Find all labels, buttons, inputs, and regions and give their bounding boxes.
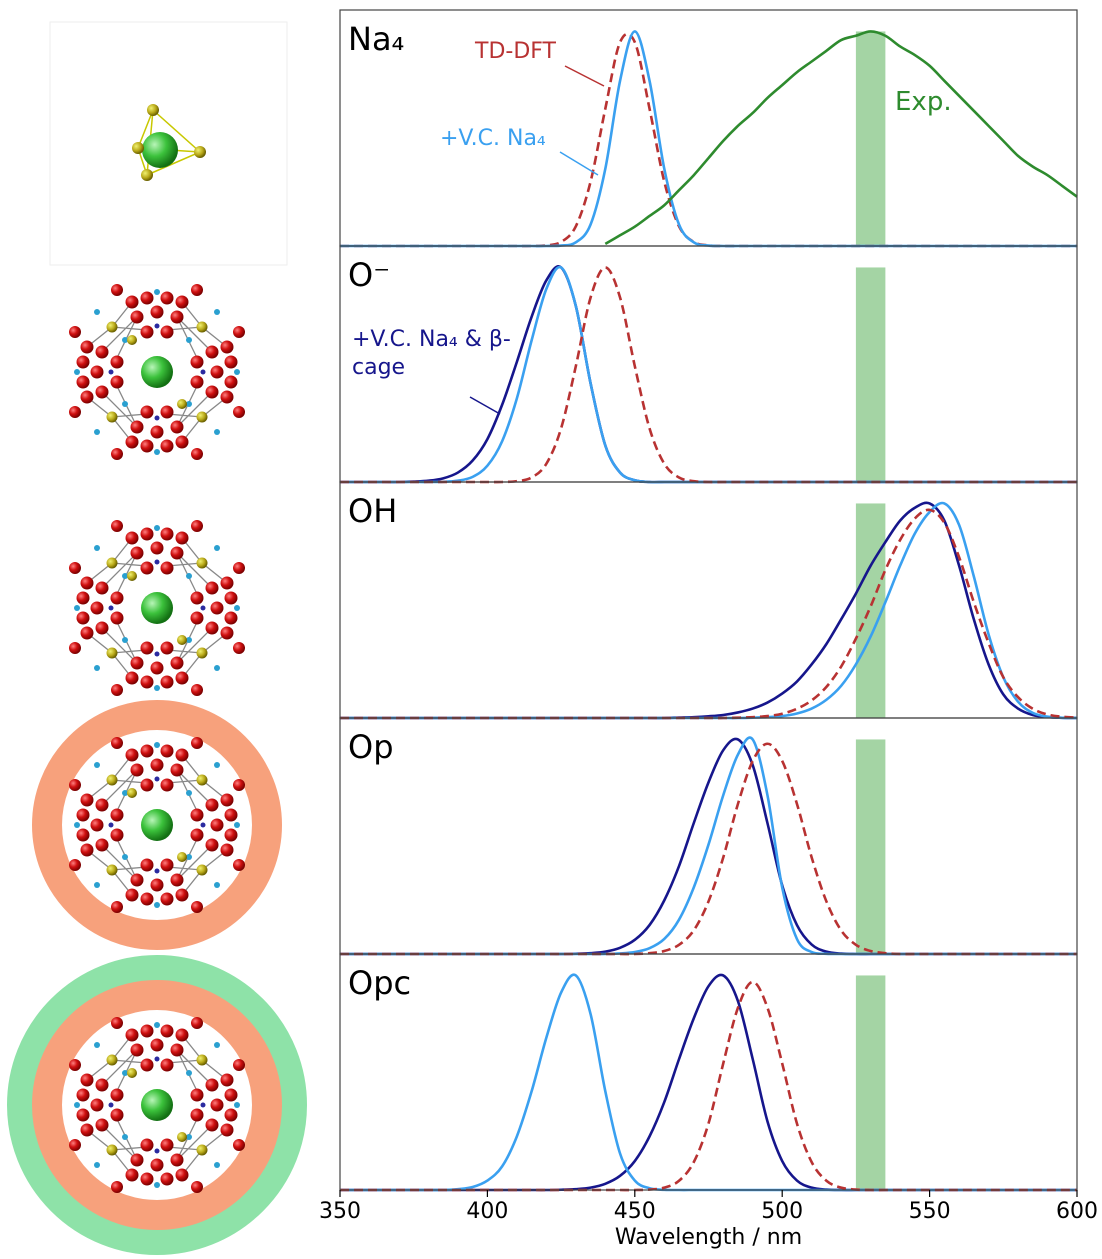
highlight-band xyxy=(856,31,885,246)
highlight-band xyxy=(856,739,885,954)
x-tick-label: 450 xyxy=(614,1199,656,1224)
spectra: Na₄ O⁻ OH Op Opc 350 400 450 500 550 600 Wavelength… xyxy=(319,10,1098,1250)
panel-title: O⁻ xyxy=(348,256,390,294)
spectrum-line xyxy=(340,510,1077,718)
o-minus-structure xyxy=(69,284,245,460)
spectrum-line xyxy=(340,503,1077,718)
panel-title: Na₄ xyxy=(348,20,404,58)
opc-structure xyxy=(20,968,294,1242)
oh-structure xyxy=(69,520,245,696)
series-annotation: Exp. xyxy=(895,87,952,117)
x-axis-label: Wavelength / nm xyxy=(615,1225,802,1250)
spectrum-line xyxy=(340,982,1077,1190)
panel-frame xyxy=(340,954,1077,1190)
series-annotation: TD-DFT xyxy=(474,39,557,64)
spectrum-line xyxy=(340,503,1077,718)
annotation-pointer xyxy=(565,66,604,86)
panel-title: Op xyxy=(348,728,394,766)
x-tick-label: 550 xyxy=(909,1199,951,1224)
spectrum-line xyxy=(340,975,1077,1190)
spectrum-line xyxy=(340,975,1077,1190)
spectrum-line xyxy=(340,738,1077,955)
x-tick-label: 500 xyxy=(761,1199,803,1224)
series-annotation: +V.C. Na₄ & β-cage xyxy=(352,326,527,382)
x-tick-label: 400 xyxy=(466,1199,508,1224)
spectrum-line xyxy=(340,744,1077,954)
panel-title: OH xyxy=(348,492,397,530)
panel-title: Opc xyxy=(348,964,411,1002)
op-structure xyxy=(47,715,267,935)
na4-structure xyxy=(50,22,287,265)
page: Na₄ O⁻ OH Op Opc 350 400 450 500 550 600 Wavelength… xyxy=(0,0,1102,1259)
x-tick-label: 350 xyxy=(319,1199,361,1224)
panel-frame xyxy=(340,718,1077,954)
x-tick-label: 600 xyxy=(1056,1199,1098,1224)
highlight-band xyxy=(856,267,885,482)
annotation-pointer xyxy=(560,152,598,175)
highlight-band xyxy=(856,975,885,1190)
panel-frame xyxy=(340,482,1077,718)
series-annotation: +V.C. Na₄ xyxy=(440,126,546,151)
figure: Na₄ O⁻ OH Op Opc 350 400 450 500 550 600 Wavelength… xyxy=(0,0,1102,1259)
annotation-pointer xyxy=(470,397,500,414)
